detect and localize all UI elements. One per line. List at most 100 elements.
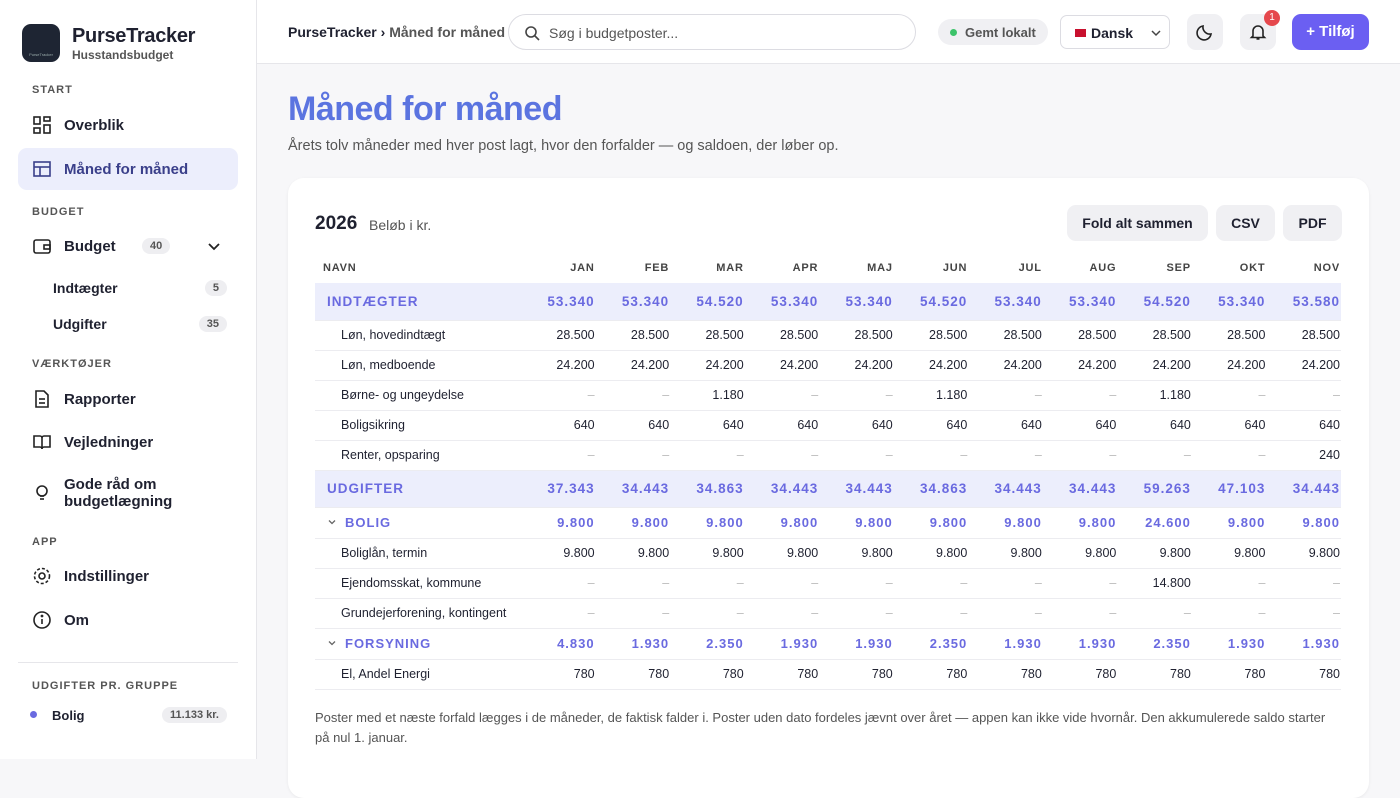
chevron[interactable] <box>327 638 337 648</box>
row-label: Børne- og ungeydelse <box>315 380 522 411</box>
nav-label: Rapporter <box>64 390 136 408</box>
nav-item[interactable]: Overblik <box>18 104 238 146</box>
cell: 59.263 <box>1117 470 1192 508</box>
notifications[interactable]: 1 <box>1240 10 1280 50</box>
label-text: Grundejerforening, kontingent <box>341 606 507 620</box>
cell: 9.800 <box>1042 538 1118 569</box>
cell: 780 <box>1266 659 1341 690</box>
column-header: SEP <box>1166 262 1191 274</box>
cell: 28.500 <box>1117 320 1192 351</box>
cell: 34.443 <box>595 470 671 508</box>
chevron[interactable] <box>327 517 337 527</box>
search[interactable]: Søg i budgetposter... <box>508 14 916 50</box>
pdf-button[interactable]: PDF <box>1283 205 1342 241</box>
nav-item[interactable]: Vejledninger <box>18 421 238 463</box>
cell: 640 <box>595 410 671 441</box>
cell: 24.200 <box>819 350 894 381</box>
cell: 1.930 <box>819 628 894 660</box>
cell: 28.500 <box>744 320 820 351</box>
cell: 9.800 <box>819 507 894 539</box>
search-placeholder: Søg i budgetposter... <box>549 25 679 41</box>
cell: – <box>744 568 820 599</box>
cell: 780 <box>521 659 596 690</box>
cell: – <box>521 568 596 599</box>
page-title: Måned for måned <box>288 90 562 128</box>
section-label: BUDGET <box>32 206 85 218</box>
cell: 34.443 <box>744 470 820 508</box>
crumb[interactable]: PurseTracker <box>288 24 377 40</box>
year: 2026 <box>315 213 358 234</box>
cell: – <box>968 440 1043 471</box>
cell: 780 <box>670 659 745 690</box>
cell: 640 <box>1266 410 1341 441</box>
cell: 24.600 <box>1117 507 1192 539</box>
nav-item[interactable]: Rapporter <box>18 378 238 420</box>
nav-item[interactable]: Gode råd om budgetlægning <box>18 472 218 514</box>
nav-item[interactable]: Måned for måned <box>18 148 238 190</box>
sub-nav-item[interactable]: Indtægter 5 <box>53 280 227 296</box>
cell: 640 <box>1117 410 1192 441</box>
cell: 640 <box>968 410 1043 441</box>
cell: 28.500 <box>1266 320 1341 351</box>
section-label: APP <box>32 536 58 548</box>
language-label: Dansk <box>1091 25 1134 41</box>
cell: 2.350 <box>893 628 969 660</box>
language-select[interactable]: Dansk <box>1060 15 1170 49</box>
sub-nav-item[interactable]: Udgifter 35 <box>53 316 227 332</box>
cell: 24.200 <box>521 350 596 381</box>
item-row: Boliglån, termin 9.800 9.800 9.800 9.800 9.80… <box>315 538 1341 569</box>
month-table: NAVN JAN FEB MAR APR MAJ JUN JUL AUG SEP OKT NOV IND… <box>315 253 1341 690</box>
cell: 9.800 <box>670 507 745 539</box>
cell: 37.343 <box>521 470 596 508</box>
label-text: Løn, hovedindtægt <box>341 328 446 342</box>
label-text: UDGIFTER <box>327 481 404 496</box>
theme-toggle[interactable] <box>1187 14 1223 50</box>
cell: 24.200 <box>744 350 820 381</box>
cell: – <box>744 380 820 411</box>
cell: 780 <box>1191 659 1267 690</box>
cell: 24.200 <box>1191 350 1267 381</box>
row-label[interactable]: FORSYNING <box>315 628 522 660</box>
column-header: NAVN <box>323 262 357 274</box>
cell: 9.800 <box>521 507 596 539</box>
subgroup-row: BOLIG 9.800 9.800 9.800 9.800 9.800 9.800 9.800… <box>315 507 1341 539</box>
cell: 28.500 <box>1191 320 1267 351</box>
count: 5 <box>204 280 227 296</box>
column-header: JUL <box>1018 262 1042 274</box>
count: 35 <box>198 316 227 332</box>
cell: – <box>670 440 745 471</box>
cell: 53.340 <box>744 283 820 321</box>
cell: – <box>893 598 969 629</box>
cell: – <box>670 598 745 629</box>
collapse-button[interactable]: Fold alt sammen <box>1067 205 1208 241</box>
logo: PurseTracker <box>22 24 60 62</box>
row-label[interactable]: BOLIG <box>315 507 522 539</box>
breadcrumb: PurseTracker › Måned for måned <box>288 24 506 40</box>
cell: – <box>968 568 1043 599</box>
nav-item[interactable]: Om <box>18 599 238 641</box>
cell: 640 <box>1191 410 1267 441</box>
cell: 53.340 <box>1191 283 1267 321</box>
csv-button[interactable]: CSV <box>1216 205 1275 241</box>
cell: 28.500 <box>1042 320 1118 351</box>
cell: – <box>595 440 671 471</box>
cell: 54.520 <box>1117 283 1192 321</box>
cell: 9.800 <box>1042 507 1118 539</box>
nav-item[interactable]: Indstillinger <box>18 555 238 597</box>
cell: 34.443 <box>1266 470 1341 508</box>
nav-item[interactable]: Budget 40 <box>18 225 238 267</box>
cell: 1.930 <box>1191 628 1267 660</box>
column-header: MAR <box>716 262 744 274</box>
cell: – <box>893 568 969 599</box>
cell: 2.350 <box>670 628 745 660</box>
label-text: El, Andel Energi <box>341 667 430 681</box>
column-header: JAN <box>570 262 595 274</box>
item-row: Grundejerforening, kontingent – – – – – – – – – – – <box>315 598 1341 629</box>
add-button[interactable]: + Tilføj <box>1292 14 1369 50</box>
label-text: Løn, medboende <box>341 358 436 372</box>
subgroup-row: FORSYNING 4.830 1.930 2.350 1.930 1.930 2.350 1… <box>315 628 1341 660</box>
cell: 640 <box>521 410 596 441</box>
column-header: AUG <box>1089 262 1117 274</box>
topbar: PurseTracker › Måned for måned Søg i bud… <box>257 0 1400 64</box>
label-text: FORSYNING <box>345 636 432 651</box>
